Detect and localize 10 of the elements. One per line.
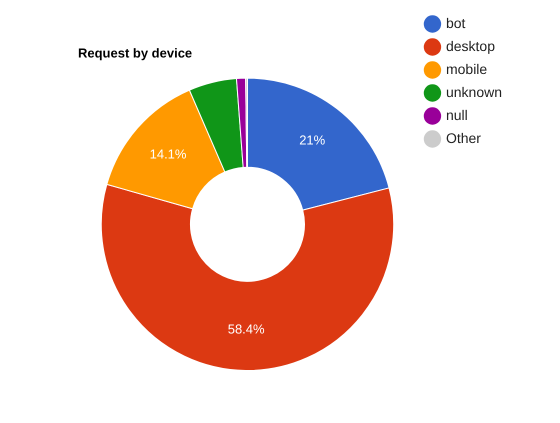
legend-label: unknown — [446, 84, 502, 100]
legend-label: mobile — [446, 60, 488, 77]
legend-label: Other — [446, 130, 482, 146]
legend-label: null — [446, 106, 468, 123]
legend-label: bot — [446, 14, 466, 31]
legend-label: desktop — [446, 38, 496, 54]
data-label: 14.1% — [150, 146, 187, 162]
data-label: 58.4% — [228, 321, 266, 336]
text: Request by device — [78, 45, 192, 60]
data-label: 21% — [299, 132, 326, 148]
